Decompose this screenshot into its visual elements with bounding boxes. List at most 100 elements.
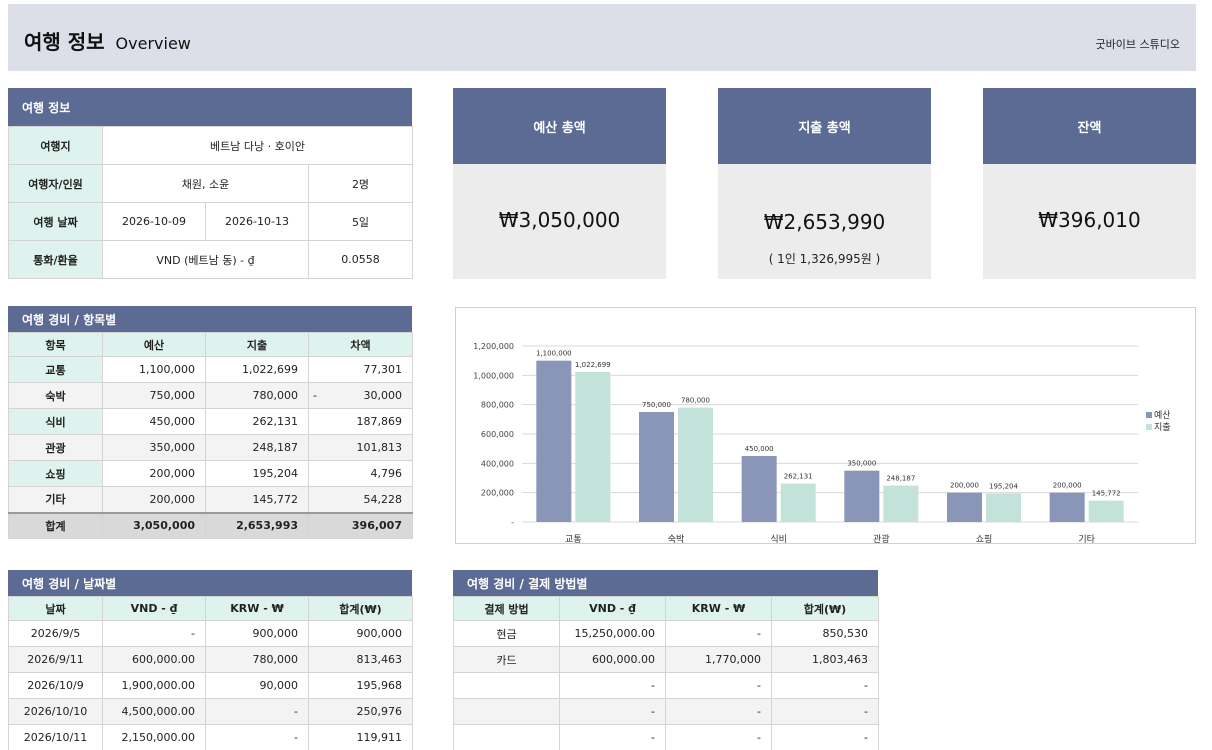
exchange-rate[interactable]: 0.0558: [308, 240, 413, 279]
travelers-value[interactable]: 채원, 소윤: [102, 164, 309, 203]
vnd-cell[interactable]: 15,250,000.00: [559, 620, 666, 647]
bar-chart-svg: - 200,000 400,000 600,000 800,000 1,000,000 1,…: [473, 342, 1170, 545]
krw-cell[interactable]: -: [205, 698, 309, 725]
method-cell[interactable]: [453, 724, 560, 750]
sum-cell[interactable]: 1,803,463: [771, 646, 879, 673]
sum-cell[interactable]: 119,911: [308, 724, 413, 750]
method-cell[interactable]: [453, 698, 560, 725]
date-table: 날짜 VND - ₫ KRW - ₩ 합계(₩) 2026/9/5 - 900,…: [8, 596, 413, 750]
page-title: 여행 정보 Overview: [24, 26, 191, 55]
total-label: 합계: [8, 511, 103, 539]
krw-cell[interactable]: -: [205, 724, 309, 750]
category-spent[interactable]: 145,772: [205, 486, 309, 513]
budget-total-card: 예산 총액 ₩3,050,000: [453, 88, 666, 279]
table-row: 2026/9/11 600,000.00 780,000 813,463: [8, 646, 413, 673]
vnd-cell[interactable]: 1,900,000.00: [102, 672, 206, 699]
category-chart[interactable]: - 200,000 400,000 600,000 800,000 1,000,000 1,…: [455, 307, 1196, 545]
total-diff: 396,007: [308, 511, 413, 539]
vnd-cell[interactable]: -: [559, 698, 666, 725]
col-sum: 합계(₩): [771, 596, 879, 621]
category-diff[interactable]: 54,228: [308, 486, 413, 513]
vnd-cell[interactable]: 4,500,000.00: [102, 698, 206, 725]
bar-data-label: 145,772: [1092, 490, 1121, 498]
date-cell[interactable]: 2026/10/10: [8, 698, 103, 725]
method-cell[interactable]: [453, 672, 560, 699]
currency-value[interactable]: VND (베트남 동) - ₫: [102, 240, 309, 279]
travelers-count[interactable]: 2명: [308, 164, 413, 203]
table-row: 식비 450,000 262,131 187,869: [8, 408, 413, 435]
krw-cell[interactable]: -: [665, 672, 772, 699]
category-spent[interactable]: 195,204: [205, 460, 309, 487]
destination-label: 여행지: [8, 126, 103, 165]
krw-cell[interactable]: -: [665, 698, 772, 725]
bar: [1049, 492, 1085, 522]
sum-cell[interactable]: 850,530: [771, 620, 879, 647]
destination-value[interactable]: 베트남 다낭 · 호이안: [102, 126, 413, 165]
category-budget[interactable]: 750,000: [102, 382, 206, 409]
title-subtitle: Overview: [115, 34, 191, 53]
table-row: 카드 600,000.00 1,770,000 1,803,463: [453, 646, 879, 673]
budget-total-body: ₩3,050,000: [453, 164, 666, 279]
method-cell[interactable]: 카드: [453, 646, 560, 673]
krw-cell[interactable]: 90,000: [205, 672, 309, 699]
bar-data-label: 262,131: [784, 473, 813, 481]
category-budget[interactable]: 450,000: [102, 408, 206, 435]
date-cell[interactable]: 2026/10/11: [8, 724, 103, 750]
travelers-label: 여행자/인원: [8, 164, 103, 203]
bar-data-label: 200,000: [1053, 482, 1082, 490]
y-tick-label: -: [511, 518, 514, 527]
x-tick-label: 관광: [873, 533, 890, 543]
diff-value: 4,796: [370, 467, 403, 480]
category-spent[interactable]: 780,000: [205, 382, 309, 409]
diff-value: 187,869: [356, 415, 403, 428]
sum-cell[interactable]: -: [771, 672, 879, 699]
vnd-cell[interactable]: 600,000.00: [559, 646, 666, 673]
end-date[interactable]: 2026-10-13: [205, 202, 309, 241]
sum-cell[interactable]: 813,463: [308, 646, 413, 673]
category-item: 쇼핑: [8, 460, 103, 487]
category-spent[interactable]: 248,187: [205, 434, 309, 461]
trip-days[interactable]: 5일: [308, 202, 413, 241]
category-budget[interactable]: 1,100,000: [102, 356, 206, 383]
vnd-cell[interactable]: -: [559, 672, 666, 699]
vnd-cell[interactable]: 2,150,000.00: [102, 724, 206, 750]
y-tick-label: 200,000: [481, 489, 514, 498]
table-row: 2026/10/9 1,900,000.00 90,000 195,968: [8, 672, 413, 699]
start-date[interactable]: 2026-10-09: [102, 202, 206, 241]
category-diff[interactable]: 4,796: [308, 460, 413, 487]
category-diff[interactable]: 187,869: [308, 408, 413, 435]
category-diff[interactable]: 77,301: [308, 356, 413, 383]
krw-cell[interactable]: 780,000: [205, 646, 309, 673]
krw-cell[interactable]: -: [665, 620, 772, 647]
x-tick-label: 식비: [770, 534, 787, 543]
vnd-cell[interactable]: -: [102, 620, 206, 647]
bar-data-label: 1,100,000: [536, 350, 572, 358]
sum-cell[interactable]: 195,968: [308, 672, 413, 699]
category-diff[interactable]: 101,813: [308, 434, 413, 461]
col-method: 결제 방법: [453, 596, 560, 621]
vnd-cell[interactable]: -: [559, 724, 666, 750]
spent-total-card: 지출 총액 ₩2,653,990 ( 1인 1,326,995원 ): [718, 88, 931, 279]
category-budget[interactable]: 200,000: [102, 460, 206, 487]
category-budget[interactable]: 350,000: [102, 434, 206, 461]
sum-cell[interactable]: 900,000: [308, 620, 413, 647]
bar: [780, 483, 816, 522]
sum-cell[interactable]: -: [771, 724, 879, 750]
vnd-cell[interactable]: 600,000.00: [102, 646, 206, 673]
method-cell[interactable]: 현금: [453, 620, 560, 647]
date-cell[interactable]: 2026/9/5: [8, 620, 103, 647]
category-diff[interactable]: - 30,000: [308, 382, 413, 409]
category-spent[interactable]: 1,022,699: [205, 356, 309, 383]
krw-cell[interactable]: -: [665, 724, 772, 750]
sum-cell[interactable]: 250,976: [308, 698, 413, 725]
krw-cell[interactable]: 900,000: [205, 620, 309, 647]
date-cell[interactable]: 2026/10/9: [8, 672, 103, 699]
date-cell[interactable]: 2026/9/11: [8, 646, 103, 673]
krw-cell[interactable]: 1,770,000: [665, 646, 772, 673]
spent-per-person: ( 1인 1,326,995원 ): [768, 252, 881, 266]
sum-cell[interactable]: -: [771, 698, 879, 725]
diff-value: 30,000: [363, 389, 403, 402]
category-budget[interactable]: 200,000: [102, 486, 206, 513]
category-spent[interactable]: 262,131: [205, 408, 309, 435]
col-vnd: VND - ₫: [102, 596, 206, 621]
